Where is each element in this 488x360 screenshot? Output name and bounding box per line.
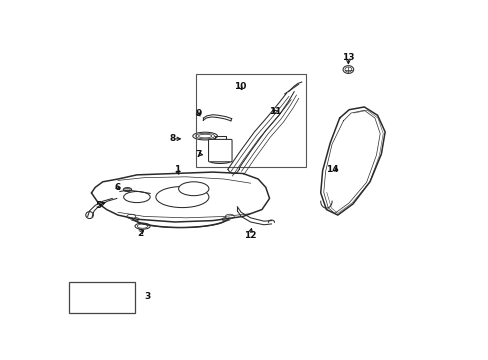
Ellipse shape [137, 224, 147, 228]
Ellipse shape [124, 188, 130, 191]
Ellipse shape [131, 217, 139, 221]
Text: 9: 9 [195, 109, 201, 118]
Ellipse shape [198, 134, 211, 138]
Text: 7: 7 [195, 150, 201, 158]
Ellipse shape [178, 182, 208, 196]
Text: 1: 1 [173, 165, 180, 174]
Ellipse shape [209, 158, 230, 163]
Text: 3: 3 [144, 292, 150, 301]
Text: 5: 5 [95, 201, 101, 210]
Ellipse shape [192, 132, 217, 140]
Ellipse shape [156, 186, 208, 208]
Ellipse shape [123, 188, 131, 192]
Ellipse shape [135, 223, 150, 229]
Ellipse shape [225, 214, 234, 219]
Ellipse shape [344, 67, 351, 72]
FancyBboxPatch shape [68, 282, 135, 314]
Text: 4: 4 [117, 283, 123, 292]
Text: 8: 8 [169, 134, 176, 143]
Text: 14: 14 [325, 165, 338, 174]
Text: 11: 11 [268, 107, 281, 116]
Ellipse shape [222, 217, 229, 221]
Text: 6: 6 [114, 183, 120, 192]
Text: 12: 12 [243, 230, 256, 239]
Text: 10: 10 [233, 82, 245, 91]
Ellipse shape [123, 192, 150, 203]
Text: 2: 2 [137, 229, 143, 238]
FancyBboxPatch shape [208, 139, 232, 162]
Ellipse shape [126, 214, 135, 219]
Ellipse shape [195, 133, 214, 139]
Text: 13: 13 [342, 53, 354, 62]
Ellipse shape [343, 66, 353, 73]
Ellipse shape [85, 212, 93, 219]
